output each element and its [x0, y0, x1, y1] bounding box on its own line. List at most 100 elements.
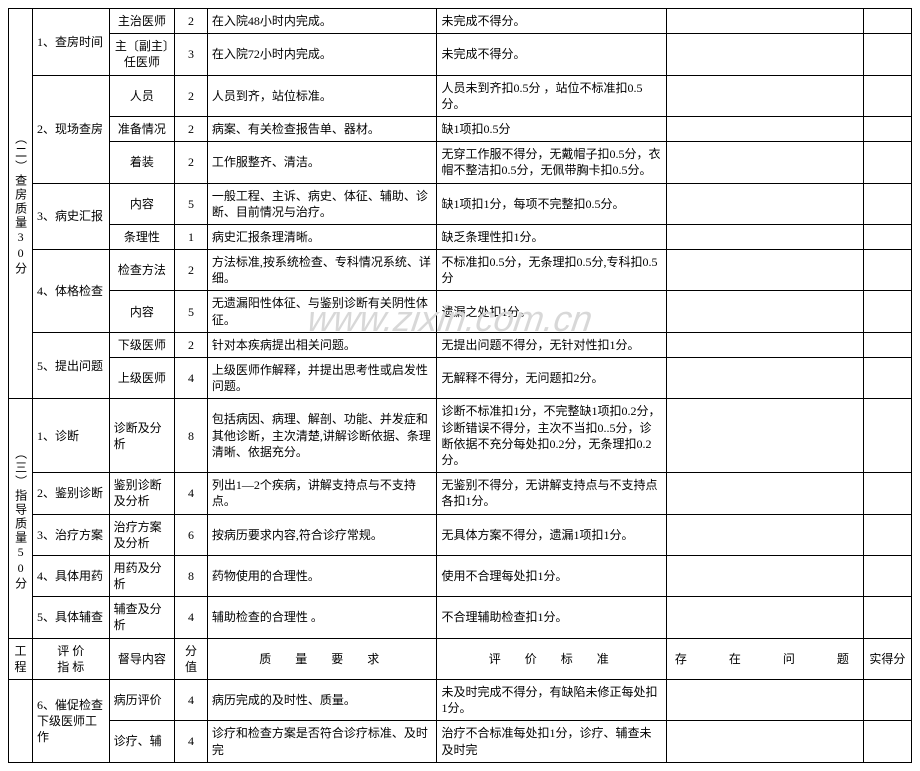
- item-cell: 下级医师: [109, 332, 175, 357]
- item-cell: 诊疗、辅: [109, 721, 175, 762]
- indicator-cell: 5、具体辅查: [33, 597, 110, 638]
- item-cell: 诊断及分析: [109, 399, 175, 473]
- indicator-cell: 1、诊断: [33, 399, 110, 473]
- req-cell: 病史汇报条理清晰。: [207, 224, 437, 249]
- table-row: 诊疗、辅 4 诊疗和检查方案是否符合诊疗标准、及时完 治疗不合标准每处扣1分，诊…: [9, 721, 912, 762]
- prob-cell: [667, 224, 864, 249]
- std-cell: 使用不合理每处扣1分。: [437, 555, 667, 596]
- prob-cell: [667, 75, 864, 116]
- std-cell: 无解释不得分，无问题扣2分。: [437, 358, 667, 399]
- item-cell: 鉴别诊断及分析: [109, 473, 175, 514]
- table-row: 着装 2 工作服整齐、清洁。 无穿工作服不得分，无戴帽子扣0.5分，衣帽不整洁扣…: [9, 142, 912, 183]
- act-cell: [863, 721, 911, 762]
- std-cell: 未完成不得分。: [437, 34, 667, 75]
- req-cell: 药物使用的合理性。: [207, 555, 437, 596]
- act-cell: [863, 332, 911, 357]
- prob-cell: [667, 142, 864, 183]
- prob-cell: [667, 399, 864, 473]
- act-cell: [863, 597, 911, 638]
- item-cell: 条理性: [109, 224, 175, 249]
- score-cell: 1: [175, 224, 208, 249]
- prob-cell: [667, 250, 864, 291]
- prob-cell: [667, 721, 864, 762]
- score-cell: 2: [175, 75, 208, 116]
- header-row: 工程 评 价指 标 督导内容 分值 质 量 要 求 评 价 标 准 存 在 问 …: [9, 638, 912, 679]
- section-cont: [9, 680, 33, 763]
- req-cell: 包括病因、病理、解剖、功能、并发症和其他诊断，主次清楚,讲解诊断依据、条理清晰、…: [207, 399, 437, 473]
- table-row: 2、现场查房 人员 2 人员到齐，站位标准。 人员未到齐扣0.5分 ，站位不标准…: [9, 75, 912, 116]
- item-cell: 上级医师: [109, 358, 175, 399]
- prob-cell: [667, 332, 864, 357]
- hdr-indicator: 评 价指 标: [33, 638, 110, 679]
- std-cell: 不合理辅助检查扣1分。: [437, 597, 667, 638]
- table-row: 5、提出问题 下级医师 2 针对本疾病提出相关问题。 无提出问题不得分，无针对性…: [9, 332, 912, 357]
- act-cell: [863, 183, 911, 224]
- prob-cell: [667, 291, 864, 332]
- prob-cell: [667, 473, 864, 514]
- req-cell: 病历完成的及时性、质量。: [207, 680, 437, 721]
- std-cell: 无穿工作服不得分，无戴帽子扣0.5分，衣帽不整洁扣0.5分，无佩带胸卡扣0.5分…: [437, 142, 667, 183]
- act-cell: [863, 142, 911, 183]
- hdr-act: 实得分: [863, 638, 911, 679]
- hdr-std: 评 价 标 准: [437, 638, 667, 679]
- indicator-cell: 4、体格检查: [33, 250, 110, 333]
- act-cell: [863, 555, 911, 596]
- req-cell: 人员到齐，站位标准。: [207, 75, 437, 116]
- act-cell: [863, 75, 911, 116]
- table-row: 3、治疗方案 治疗方案及分析 6 按病历要求内容,符合诊疗常规。 无具体方案不得…: [9, 514, 912, 555]
- act-cell: [863, 9, 911, 34]
- table-row: 条理性 1 病史汇报条理清晰。 缺乏条理性扣1分。: [9, 224, 912, 249]
- act-cell: [863, 224, 911, 249]
- table-row: 主〔副主〕任医师 3 在入院72小时内完成。 未完成不得分。: [9, 34, 912, 75]
- item-cell: 检查方法: [109, 250, 175, 291]
- act-cell: [863, 34, 911, 75]
- score-cell: 2: [175, 250, 208, 291]
- score-cell: 2: [175, 332, 208, 357]
- req-cell: 一般工程、主诉、病史、体征、辅助、诊断、目前情况与治疗。: [207, 183, 437, 224]
- req-cell: 方法标准,按系统检查、专科情况系统、详细。: [207, 250, 437, 291]
- hdr-item: 督导内容: [109, 638, 175, 679]
- prob-cell: [667, 555, 864, 596]
- score-cell: 2: [175, 116, 208, 141]
- score-cell: 2: [175, 142, 208, 183]
- prob-cell: [667, 34, 864, 75]
- score-cell: 6: [175, 514, 208, 555]
- req-cell: 工作服整齐、清洁。: [207, 142, 437, 183]
- std-cell: 不标准扣0.5分，无条理扣0.5分,专科扣0.5分: [437, 250, 667, 291]
- table-wrapper: www.zixin.com.cn （二）查房质量30分 1、查房时间 主治医师 …: [8, 8, 912, 763]
- item-cell: 用药及分析: [109, 555, 175, 596]
- std-cell: 诊断不标准扣1分，不完整缺1项扣0.2分，诊断错误不得分，主次不当扣0..5分，…: [437, 399, 667, 473]
- indicator-cell: 2、鉴别诊断: [33, 473, 110, 514]
- table-row: 5、具体辅查 辅查及分析 4 辅助检查的合理性 。 不合理辅助检查扣1分。: [9, 597, 912, 638]
- prob-cell: [667, 116, 864, 141]
- item-cell: 人员: [109, 75, 175, 116]
- item-cell: 内容: [109, 183, 175, 224]
- item-cell: 着装: [109, 142, 175, 183]
- std-cell: 人员未到齐扣0.5分 ，站位不标准扣0.5分。: [437, 75, 667, 116]
- indicator-cell: 2、现场查房: [33, 75, 110, 183]
- act-cell: [863, 473, 911, 514]
- prob-cell: [667, 597, 864, 638]
- req-cell: 病案、有关检查报告单、器材。: [207, 116, 437, 141]
- item-cell: 病历评价: [109, 680, 175, 721]
- act-cell: [863, 116, 911, 141]
- req-cell: 辅助检查的合理性 。: [207, 597, 437, 638]
- req-cell: 按病历要求内容,符合诊疗常规。: [207, 514, 437, 555]
- item-cell: 内容: [109, 291, 175, 332]
- act-cell: [863, 680, 911, 721]
- item-cell: 辅查及分析: [109, 597, 175, 638]
- table-row: 3、病史汇报 内容 5 一般工程、主诉、病史、体征、辅助、诊断、目前情况与治疗。…: [9, 183, 912, 224]
- score-cell: 2: [175, 9, 208, 34]
- section-2-label: （二）查房质量30分: [9, 9, 33, 399]
- req-cell: 列出1—2个疾病，讲解支持点与不支持点。: [207, 473, 437, 514]
- hdr-req: 质 量 要 求: [207, 638, 437, 679]
- item-cell: 治疗方案及分析: [109, 514, 175, 555]
- indicator-cell: 3、治疗方案: [33, 514, 110, 555]
- std-cell: 缺1项扣0.5分: [437, 116, 667, 141]
- hdr-proj: 工程: [9, 638, 33, 679]
- item-cell: 主〔副主〕任医师: [109, 34, 175, 75]
- table-row: （三）指导质量50分 1、诊断 诊断及分析 8 包括病因、病理、解剖、功能、并发…: [9, 399, 912, 473]
- std-cell: 未及时完成不得分，有缺陷未修正每处扣1分。: [437, 680, 667, 721]
- act-cell: [863, 358, 911, 399]
- prob-cell: [667, 514, 864, 555]
